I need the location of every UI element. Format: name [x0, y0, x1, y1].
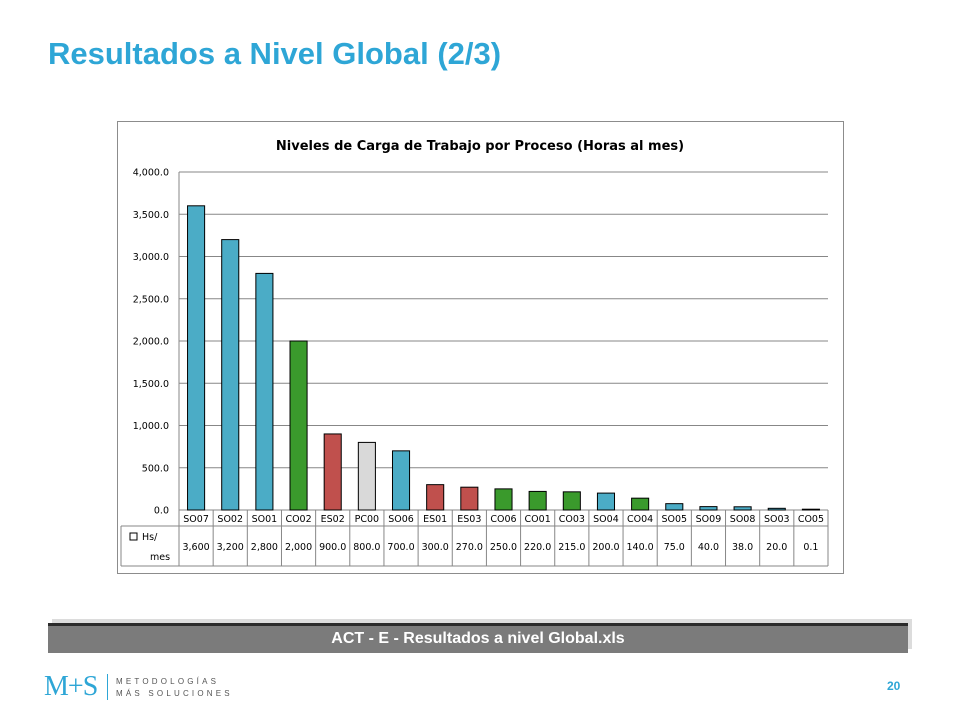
data-label: 220.0	[524, 542, 551, 553]
data-label: 20.0	[766, 542, 787, 553]
bar-SO02	[221, 239, 240, 511]
x-tick-label: CO01	[525, 514, 551, 525]
y-tick-label: 0.0	[154, 506, 169, 517]
company-logo: M+S METODOLOGÍAS MÁS SOLUCIONES	[44, 670, 244, 704]
bar-SO07	[187, 205, 206, 511]
bar-SO05	[665, 503, 684, 511]
data-label: 75.0	[664, 542, 685, 553]
file-banner: ACT - E - Resultados a nivel Global.xls	[48, 623, 908, 653]
file-banner-text: ACT - E - Resultados a nivel Global.xls	[331, 630, 625, 647]
y-tick-label: 3,000.0	[133, 252, 169, 263]
bar-CO05	[801, 508, 820, 511]
legend-label: Hs/	[142, 532, 158, 543]
y-tick-label: 1,500.0	[133, 379, 169, 390]
bar-ES01	[426, 484, 445, 511]
x-tick-label: ES01	[423, 514, 447, 525]
logo-separator	[107, 674, 108, 700]
data-label: 140.0	[627, 542, 654, 553]
x-tick-label: CO03	[559, 514, 585, 525]
bar-SO08	[733, 506, 752, 511]
data-label: 200.0	[592, 542, 619, 553]
data-label: 3,200	[217, 542, 244, 553]
data-label: 800.0	[353, 542, 380, 553]
bar-SO04	[596, 492, 616, 511]
y-tick-label: 2,000.0	[133, 337, 169, 348]
x-tick-label: SO08	[730, 514, 756, 525]
x-tick-label: SO04	[593, 514, 619, 525]
data-label: 300.0	[422, 542, 449, 553]
bar-CO01	[528, 490, 547, 511]
chart-title: Niveles de Carga de Trabajo por Proceso …	[276, 139, 684, 154]
y-tick-label: 500.0	[142, 463, 169, 474]
bar-SO06	[391, 450, 411, 511]
logo-mark: M+S	[44, 671, 98, 702]
x-tick-label: ES03	[457, 514, 481, 525]
data-label: 38.0	[732, 542, 753, 553]
x-tick-label: CO04	[627, 514, 653, 525]
x-tick-label: SO03	[764, 514, 790, 525]
data-label: 0.1	[803, 542, 818, 553]
data-label: 900.0	[319, 542, 346, 553]
y-tick-label: 2,500.0	[133, 294, 169, 305]
chart-area: Niveles de Carga de Trabajo por Proceso …	[117, 121, 844, 574]
page-number: 20	[887, 679, 901, 693]
bar-chart: Niveles de Carga de Trabajo por Proceso …	[120, 139, 829, 567]
bar-CO04	[631, 497, 650, 511]
y-tick-label: 1,000.0	[133, 421, 169, 432]
logo-line-1: METODOLOGÍAS	[116, 677, 220, 686]
x-tick-label: ES02	[321, 514, 345, 525]
data-label: 215.0	[558, 542, 585, 553]
bar-CO03	[562, 491, 581, 511]
bar-ES03	[460, 486, 479, 511]
data-label: 2,800	[251, 542, 278, 553]
data-label: 250.0	[490, 542, 517, 553]
bar-CO06	[494, 488, 513, 511]
x-tick-label: SO07	[183, 514, 209, 525]
y-tick-label: 4,000.0	[133, 168, 169, 179]
x-tick-label: SO06	[388, 514, 414, 525]
bar-SO03	[767, 507, 786, 511]
x-tick-label: CO06	[490, 514, 516, 525]
slide-title: Resultados a Nivel Global (2/3)	[48, 36, 502, 71]
x-tick-label: SO01	[252, 514, 278, 525]
x-tick-label: CO02	[285, 514, 311, 525]
bar-ES02	[323, 433, 342, 511]
bar-SO01	[255, 272, 274, 511]
bar-SO09	[699, 506, 718, 511]
x-tick-label: SO02	[217, 514, 243, 525]
y-tick-label: 3,500.0	[133, 210, 169, 221]
x-tick-label: PC00	[355, 514, 379, 525]
data-label: 270.0	[456, 542, 483, 553]
legend-label: mes	[150, 552, 170, 563]
data-label: 3,600	[182, 542, 209, 553]
x-tick-label: SO05	[661, 514, 687, 525]
data-label: 700.0	[387, 542, 414, 553]
x-tick-label: CO05	[798, 514, 824, 525]
x-tick-label: SO09	[696, 514, 722, 525]
bar-PC00	[357, 441, 376, 511]
data-label: 2,000	[285, 542, 312, 553]
bar-CO02	[289, 340, 308, 511]
logo-line-2: MÁS SOLUCIONES	[116, 689, 233, 698]
data-label: 40.0	[698, 542, 719, 553]
legend-key	[129, 532, 138, 541]
